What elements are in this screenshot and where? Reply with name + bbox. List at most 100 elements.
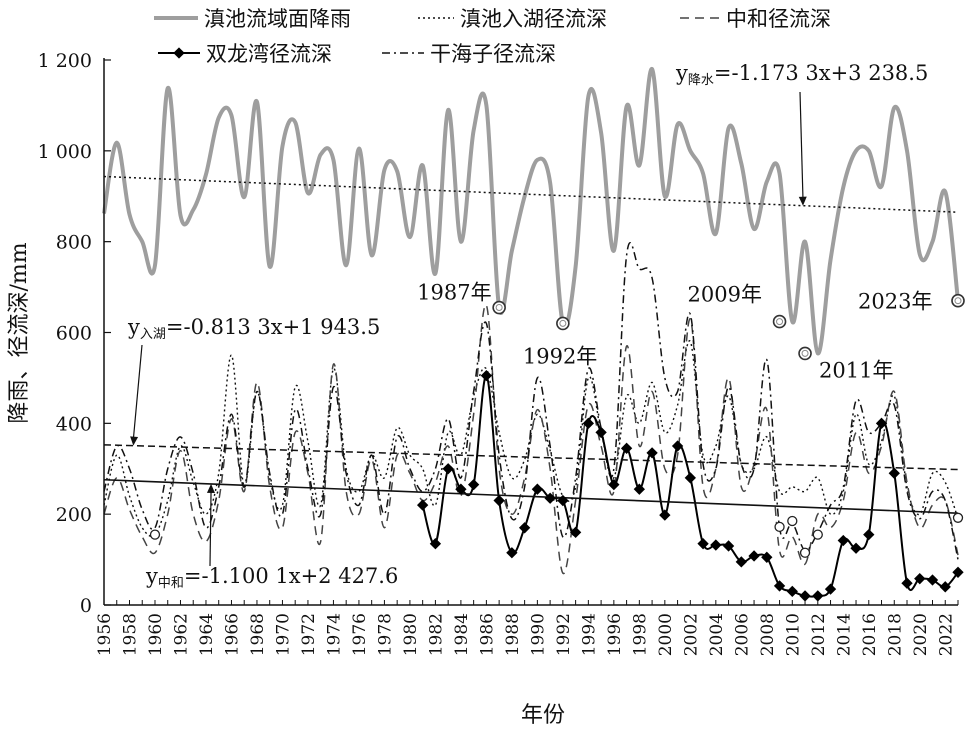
year-annotation: 1987年 [417, 281, 491, 305]
series-point-diamond [939, 581, 951, 593]
trend-equation: y入湖=-0.813 3x+1 943.5 [127, 315, 380, 342]
open-point-marker [952, 512, 964, 523]
series-point-diamond [531, 483, 544, 495]
series-point-diamond [914, 573, 926, 585]
open-point-marker [787, 515, 798, 527]
low-rainfall-marker-inner [954, 297, 962, 305]
x-tick-label: 1998 [630, 613, 650, 656]
x-tick-label: 1972 [299, 613, 319, 656]
x-tick-label: 2012 [809, 613, 829, 656]
x-tick-label: 2000 [656, 613, 676, 656]
x-tick-label: 1984 [452, 613, 472, 656]
series-point-diamond [569, 526, 582, 538]
legend-label: 滇池入湖径流深 [460, 7, 607, 31]
series-point-diamond [416, 499, 429, 511]
series-point-diamond [429, 538, 442, 550]
legend-label: 中和径流深 [726, 7, 831, 31]
x-tick-label: 1966 [222, 613, 242, 656]
x-tick-label: 1994 [579, 613, 599, 656]
series-point-diamond [773, 580, 786, 592]
y-tick-label: 800 [56, 232, 92, 254]
series-point-diamond [595, 426, 607, 439]
trend-arrow-head [130, 436, 139, 446]
x-tick-label: 1982 [426, 613, 446, 656]
x-tick-label: 1962 [171, 613, 191, 656]
open-point-marker [812, 529, 823, 540]
series-point-diamond [761, 551, 773, 563]
legend-label: 滇池流域面降雨 [204, 7, 351, 31]
x-tick-label: 1976 [350, 613, 370, 656]
x-tick-label: 1968 [248, 613, 268, 656]
x-tick-label: 1980 [401, 613, 421, 656]
x-tick-label: 2022 [936, 613, 956, 656]
series-point-diamond [608, 478, 620, 491]
series-point-diamond [493, 494, 505, 507]
series-point-diamond [659, 509, 671, 521]
x-tick-label: 1978 [375, 613, 395, 656]
year-annotation: 2009年 [688, 283, 762, 307]
series-line-dotted [103, 340, 959, 538]
x-tick-label: 1992 [554, 613, 574, 656]
series-point-diamond [671, 440, 684, 452]
series-point-diamond [620, 442, 633, 454]
trendline [103, 478, 959, 515]
series-line-solid-gray [102, 67, 960, 356]
series-point-diamond [926, 574, 939, 586]
series-point-diamond [506, 547, 518, 559]
y-tick-label: 1 200 [38, 50, 92, 72]
trend-arrow-head [206, 483, 215, 493]
x-axis-title: 年份 [521, 703, 565, 728]
series-point-diamond [748, 550, 760, 562]
series-point-diamond [684, 472, 696, 484]
year-annotation: 2023年 [858, 290, 932, 314]
trend-equation: y降水=-1.173 3x+3 238.5 [675, 61, 928, 88]
series-point-diamond [786, 585, 798, 598]
y-tick-label: 1 000 [38, 141, 92, 163]
series-point-diamond [557, 494, 569, 507]
series-point-diamond [952, 566, 964, 578]
low-rainfall-marker-inner [801, 349, 809, 357]
trendline [103, 444, 959, 471]
series-point-diamond [442, 463, 454, 475]
open-point-marker [774, 521, 785, 533]
x-tick-label: 2006 [732, 613, 752, 656]
x-tick-label: 2016 [860, 613, 880, 656]
series-point-diamond [646, 447, 658, 459]
series-point-diamond [812, 590, 824, 602]
x-tick-label: 1996 [605, 613, 625, 656]
x-tick-label: 2010 [783, 613, 803, 656]
legend-label: 双龙湾径流深 [206, 42, 332, 66]
series-point-diamond [875, 417, 888, 429]
trend-arrow-line [799, 91, 804, 200]
x-tick-label: 1974 [324, 613, 344, 656]
y-tick-label: 600 [56, 323, 92, 345]
x-tick-label: 1960 [146, 613, 166, 656]
series-point-diamond [544, 492, 556, 504]
series-point-diamond [633, 483, 646, 495]
x-tick-label: 1964 [197, 613, 217, 656]
trendline [103, 175, 959, 213]
low-rainfall-marker-inner [776, 318, 784, 326]
series-point-diamond [582, 417, 595, 429]
series-point-diamond [735, 556, 747, 568]
series-point-diamond [480, 369, 493, 382]
legend-swatch-marker [173, 47, 185, 59]
low-rainfall-marker-inner [559, 319, 567, 327]
series-point-diamond [799, 590, 811, 602]
series-line-dash-dot [103, 242, 959, 560]
series-point-diamond [863, 528, 875, 541]
x-tick-label: 1958 [120, 613, 140, 656]
y-tick-label: 400 [56, 413, 92, 435]
series-point-diamond [888, 467, 900, 479]
series-point-diamond [455, 483, 467, 495]
series-point-diamond [518, 522, 531, 534]
series-point-diamond [722, 540, 735, 552]
x-tick-label: 2018 [885, 613, 905, 656]
series-point-diamond [850, 542, 862, 554]
x-tick-label: 1988 [503, 613, 523, 656]
legend-label: 干海子径流深 [430, 42, 556, 66]
x-tick-label: 2008 [758, 613, 778, 656]
x-tick-label: 2020 [911, 613, 931, 656]
